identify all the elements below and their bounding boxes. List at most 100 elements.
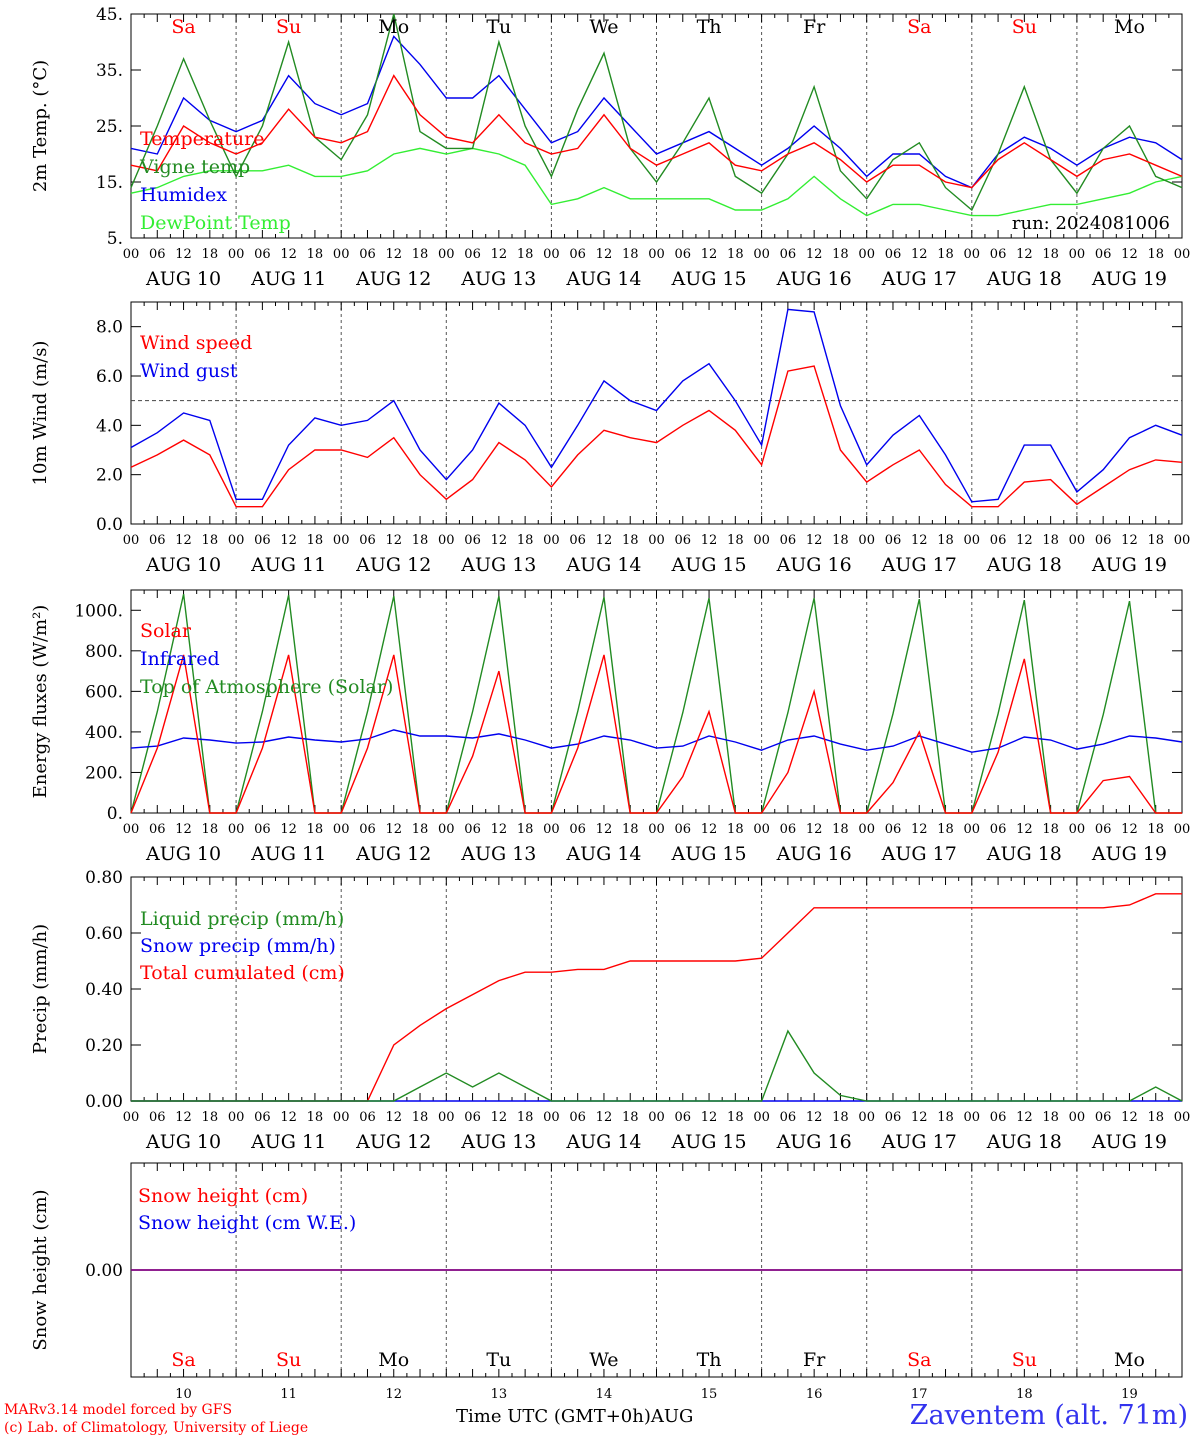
date-label: AUG 11 — [250, 268, 326, 290]
hour-label: 12 — [701, 822, 718, 837]
hour-label: 12 — [1121, 1110, 1138, 1125]
date-label: AUG 19 — [1091, 843, 1167, 865]
date-label: AUG 19 — [1091, 1131, 1167, 1153]
hour-label: 18 — [622, 533, 639, 548]
legend-entry: Snow height (cm) — [138, 1185, 308, 1207]
hour-label: 18 — [517, 822, 534, 837]
hour-label: 12 — [911, 1110, 928, 1125]
hour-label: 06 — [990, 1110, 1007, 1125]
date-label: AUG 15 — [670, 268, 746, 290]
legend-entry: Temperature — [140, 128, 264, 150]
hour-label: 00 — [123, 247, 140, 262]
hour-label: 00 — [1069, 247, 1086, 262]
weekday-label: Sa — [907, 16, 931, 38]
hour-label: 12 — [1121, 822, 1138, 837]
hour-label: 00 — [964, 822, 981, 837]
date-label: AUG 16 — [776, 1131, 852, 1153]
hour-label: 12 — [806, 1110, 823, 1125]
hour-label: 00 — [123, 533, 140, 548]
y-tick-label: 45. — [96, 5, 123, 25]
hour-label: 00 — [1174, 247, 1191, 262]
hour-label: 06 — [990, 247, 1007, 262]
hour-label: 06 — [1095, 533, 1112, 548]
hour-label: 12 — [911, 822, 928, 837]
date-label: AUG 10 — [145, 1131, 221, 1153]
hour-label: 00 — [1069, 822, 1086, 837]
hour-label: 18 — [622, 1110, 639, 1125]
weekday-label: Mo — [378, 1349, 409, 1371]
hour-label: 00 — [648, 247, 665, 262]
hour-label: 06 — [464, 533, 481, 548]
y-tick-label: 200. — [85, 763, 123, 783]
hour-label: 12 — [280, 533, 297, 548]
date-label: AUG 16 — [776, 268, 852, 290]
date-label: AUG 11 — [250, 554, 326, 576]
date-label: AUG 15 — [670, 1131, 746, 1153]
date-label: AUG 12 — [355, 843, 431, 865]
hour-label: 06 — [254, 533, 271, 548]
plot-frame — [130, 13, 1183, 239]
hour-label: 06 — [569, 1110, 586, 1125]
legend-entry: Snow precip (mm/h) — [140, 935, 336, 957]
y-tick-label: 0.20 — [85, 1036, 123, 1056]
hour-label: 18 — [307, 1110, 324, 1125]
hour-label: 00 — [648, 1110, 665, 1125]
hour-label: 18 — [622, 822, 639, 837]
hour-label: 12 — [280, 1110, 297, 1125]
hour-label: 12 — [1016, 247, 1033, 262]
weekday-label: Tu — [486, 1349, 511, 1371]
hour-label: 12 — [175, 533, 192, 548]
legend-entry: Infrared — [140, 648, 220, 670]
weekday-label: Su — [1012, 16, 1037, 38]
date-label: AUG 12 — [355, 1131, 431, 1153]
hour-label: 06 — [254, 822, 271, 837]
y-axis-title: 2m Temp. (°C) — [30, 60, 51, 192]
hour-label: 06 — [675, 1110, 692, 1125]
hour-label: 06 — [149, 1110, 166, 1125]
hour-label: 06 — [464, 822, 481, 837]
hour-label: 12 — [911, 533, 928, 548]
hour-label: 00 — [753, 822, 770, 837]
hour-label: 18 — [1042, 533, 1059, 548]
hour-label: 12 — [385, 533, 402, 548]
hour-label: 18 — [412, 1110, 429, 1125]
hour-label: 06 — [885, 247, 902, 262]
date-label: AUG 11 — [250, 1131, 326, 1153]
y-tick-label: 0.00 — [85, 1261, 123, 1281]
date-label: AUG 13 — [460, 554, 536, 576]
day-number-label: 19 — [1121, 1387, 1138, 1402]
hour-label: 18 — [832, 247, 849, 262]
hour-label: 06 — [780, 247, 797, 262]
day-number-label: 18 — [1016, 1387, 1033, 1402]
hour-label: 18 — [937, 822, 954, 837]
hour-label: 18 — [307, 822, 324, 837]
hour-label: 18 — [727, 247, 744, 262]
hour-label: 18 — [517, 533, 534, 548]
hour-label: 00 — [228, 822, 245, 837]
hour-label: 00 — [228, 1110, 245, 1125]
hour-label: 00 — [858, 533, 875, 548]
hour-label: 18 — [517, 247, 534, 262]
hour-label: 00 — [228, 533, 245, 548]
hour-label: 18 — [937, 1110, 954, 1125]
hour-label: 18 — [202, 533, 219, 548]
series-line — [130, 13, 1183, 212]
day-number-label: 15 — [701, 1387, 718, 1402]
hour-label: 06 — [359, 822, 376, 837]
weekday-label: We — [589, 16, 618, 38]
y-tick-label: 15. — [96, 173, 123, 193]
y-tick-label: 1000. — [74, 601, 123, 621]
weekday-label: Sa — [171, 16, 195, 38]
hour-label: 12 — [1016, 822, 1033, 837]
hour-label: 06 — [569, 247, 586, 262]
date-label: AUG 10 — [145, 268, 221, 290]
weekday-label: Th — [697, 16, 722, 38]
hour-label: 18 — [1147, 1110, 1164, 1125]
date-label: AUG 14 — [565, 554, 641, 576]
hour-label: 06 — [885, 533, 902, 548]
legend-entry: Solar — [140, 620, 192, 642]
hour-label: 18 — [202, 822, 219, 837]
legend-entry: Snow height (cm W.E.) — [138, 1212, 356, 1234]
day-number-label: 12 — [385, 1387, 402, 1402]
